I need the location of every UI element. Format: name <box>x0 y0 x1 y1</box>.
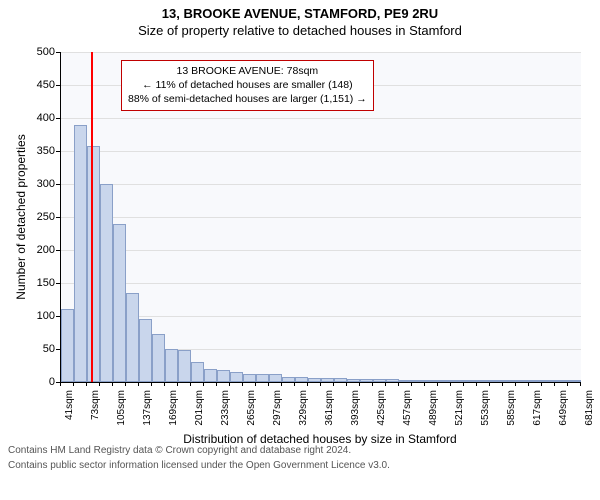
histogram-bar <box>230 372 243 382</box>
y-tick-label: 400 <box>0 112 55 124</box>
x-tick-mark <box>450 382 451 386</box>
x-tick-mark <box>60 382 61 386</box>
x-tick-mark <box>359 382 360 386</box>
x-tick-mark <box>99 382 100 386</box>
plot-area: 13 BROOKE AVENUE: 78sqm← 11% of detached… <box>60 52 581 383</box>
y-tick-mark <box>56 118 60 119</box>
y-tick-label: 50 <box>0 343 55 355</box>
callout-line-1: 13 BROOKE AVENUE: 78sqm <box>128 64 367 78</box>
x-tick-mark <box>554 382 555 386</box>
gridline-h <box>61 151 581 152</box>
x-tick-mark <box>411 382 412 386</box>
x-tick-mark <box>216 382 217 386</box>
y-tick-mark <box>56 184 60 185</box>
x-tick-mark <box>307 382 308 386</box>
y-tick-mark <box>56 217 60 218</box>
x-tick-mark <box>164 382 165 386</box>
x-tick-mark <box>125 382 126 386</box>
callout-line-3: 88% of semi-detached houses are larger (… <box>128 92 367 106</box>
page-subtitle: Size of property relative to detached ho… <box>0 21 600 42</box>
x-tick-mark <box>463 382 464 386</box>
x-tick-mark <box>242 382 243 386</box>
histogram-bar <box>74 125 87 382</box>
property-marker-line <box>91 52 93 382</box>
gridline-h <box>61 52 581 53</box>
y-tick-label: 150 <box>0 277 55 289</box>
y-tick-mark <box>56 151 60 152</box>
histogram-bar <box>126 293 139 382</box>
x-tick-mark <box>320 382 321 386</box>
histogram-bar <box>113 224 126 382</box>
x-tick-mark <box>515 382 516 386</box>
gridline-h <box>61 283 581 284</box>
x-tick-mark <box>190 382 191 386</box>
y-tick-label: 0 <box>0 376 55 388</box>
callout-line-2: ← 11% of detached houses are smaller (14… <box>128 78 367 92</box>
y-tick-mark <box>56 250 60 251</box>
footer-copyright-2: Contains public sector information licen… <box>0 457 600 472</box>
histogram-bar <box>243 374 256 382</box>
x-tick-mark <box>138 382 139 386</box>
x-tick-mark <box>541 382 542 386</box>
x-tick-mark <box>294 382 295 386</box>
x-tick-mark <box>528 382 529 386</box>
y-tick-label: 100 <box>0 310 55 322</box>
x-tick-mark <box>385 382 386 386</box>
gridline-h <box>61 184 581 185</box>
y-tick-mark <box>56 85 60 86</box>
y-tick-mark <box>56 283 60 284</box>
histogram-bar <box>87 146 100 382</box>
histogram-bar <box>217 370 230 382</box>
y-tick-label: 300 <box>0 178 55 190</box>
x-tick-mark <box>476 382 477 386</box>
x-tick-mark <box>268 382 269 386</box>
y-tick-label: 200 <box>0 244 55 256</box>
y-tick-mark <box>56 52 60 53</box>
histogram-bar <box>191 362 204 382</box>
x-tick-mark <box>346 382 347 386</box>
gridline-h <box>61 118 581 119</box>
x-tick-mark <box>112 382 113 386</box>
gridline-h <box>61 316 581 317</box>
x-axis-label: Distribution of detached houses by size … <box>60 432 580 446</box>
page-title-address: 13, BROOKE AVENUE, STAMFORD, PE9 2RU <box>0 0 600 21</box>
x-tick-mark <box>86 382 87 386</box>
x-tick-mark <box>502 382 503 386</box>
histogram-bar <box>61 309 74 382</box>
y-tick-mark <box>56 349 60 350</box>
x-tick-mark <box>437 382 438 386</box>
x-tick-label: 681sqm <box>584 390 595 440</box>
x-tick-mark <box>580 382 581 386</box>
x-tick-mark <box>73 382 74 386</box>
x-tick-mark <box>255 382 256 386</box>
y-tick-mark <box>56 316 60 317</box>
histogram-bar <box>165 349 178 382</box>
x-tick-mark <box>177 382 178 386</box>
histogram-bar <box>100 184 113 382</box>
x-tick-mark <box>424 382 425 386</box>
histogram-bar <box>269 374 282 382</box>
histogram-bar <box>178 350 191 382</box>
gridline-h <box>61 250 581 251</box>
x-tick-mark <box>151 382 152 386</box>
callout-box: 13 BROOKE AVENUE: 78sqm← 11% of detached… <box>121 60 374 111</box>
x-tick-mark <box>489 382 490 386</box>
histogram-bar <box>139 319 152 382</box>
histogram-bar <box>256 374 269 382</box>
x-tick-mark <box>333 382 334 386</box>
x-tick-mark <box>203 382 204 386</box>
gridline-h <box>61 217 581 218</box>
x-tick-mark <box>229 382 230 386</box>
histogram-bar <box>152 334 165 382</box>
y-tick-label: 450 <box>0 79 55 91</box>
x-tick-mark <box>398 382 399 386</box>
x-tick-mark <box>372 382 373 386</box>
histogram-bar <box>204 369 217 382</box>
x-tick-mark <box>281 382 282 386</box>
y-tick-label: 500 <box>0 46 55 58</box>
y-tick-label: 350 <box>0 145 55 157</box>
x-tick-mark <box>567 382 568 386</box>
chart-container: Number of detached properties 13 BROOKE … <box>0 42 600 442</box>
y-tick-label: 250 <box>0 211 55 223</box>
